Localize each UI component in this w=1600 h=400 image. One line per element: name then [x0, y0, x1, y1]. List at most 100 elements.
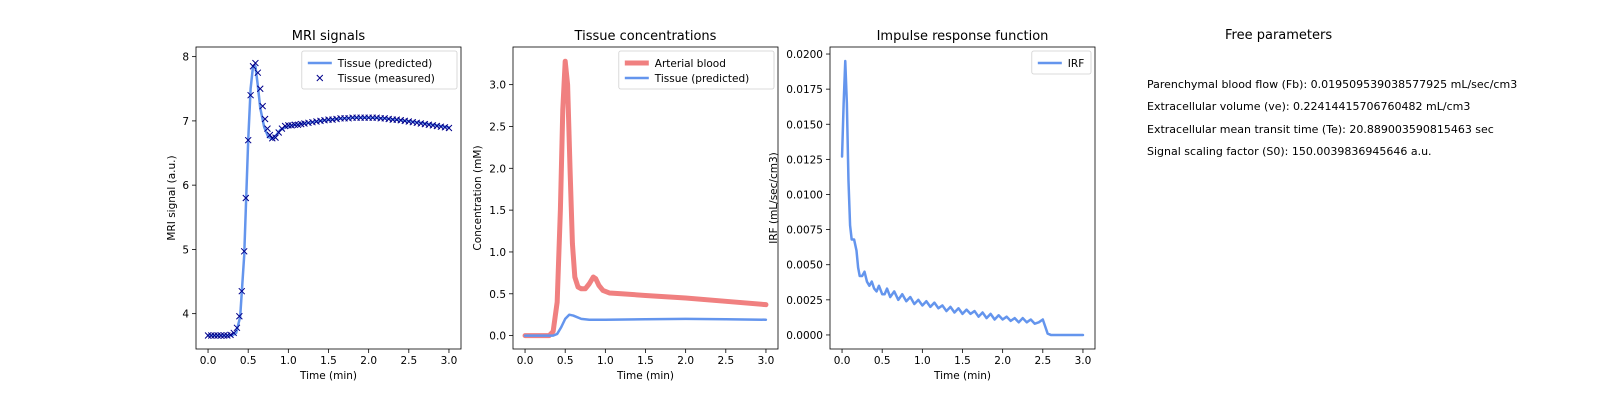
- panel2-ytick-label: 2.5: [489, 121, 506, 133]
- panel2-legend-label: Arterial blood: [655, 58, 726, 70]
- panel1-series-2-marker: [211, 332, 218, 339]
- panel2-xtick-label: 2.5: [717, 355, 734, 367]
- panel1-series-2-marker: [252, 59, 259, 67]
- param-blood-flow: Parenchymal blood flow (Fb): 0.019509539…: [1147, 78, 1518, 91]
- panel2-ytick-label: 0.0: [489, 331, 506, 343]
- panel2-ytick-label: 1.5: [489, 205, 506, 217]
- panel2-xtick-label: 0.0: [517, 355, 534, 367]
- panel2-xlabel: Time (min): [616, 370, 674, 382]
- panel3-frame: [829, 46, 1096, 350]
- panel1-series-2-marker: [291, 121, 299, 129]
- panel1-series-2-marker: [238, 287, 246, 295]
- panel3-ytick-label: 0.0075: [786, 225, 823, 237]
- param-extracellular-volume: Extracellular volume (ve): 0.22414415706…: [1147, 100, 1471, 114]
- panel3-xtick-label: 0.0: [834, 355, 851, 367]
- panel1-series-2-marker: [261, 115, 269, 123]
- panel3-xtick-label: 3.0: [1075, 355, 1092, 367]
- panel2-xtick-label: 3.0: [758, 355, 775, 367]
- panel1-series-1-line: [206, 65, 451, 337]
- panel2-xtick-label: 1.0: [597, 355, 614, 367]
- panel1-title: MRI signals: [292, 29, 366, 44]
- free-parameters-list: Parenchymal blood flow (Fb): 0.019509539…: [1147, 74, 1517, 163]
- panel1-xtick-label: 2.5: [400, 355, 417, 367]
- panel1-series-2-marker: [214, 332, 222, 339]
- panel3-ytick-label: 0.0100: [786, 189, 823, 201]
- panel1-series-2-marker: [204, 332, 212, 339]
- panel3-title: Impulse response function: [877, 29, 1049, 44]
- panel2-frame: [512, 46, 779, 350]
- panel1-series-2-marker: [266, 131, 274, 139]
- panel3-xtick-label: 1.5: [954, 355, 971, 367]
- panel1-xtick-label: 3.0: [441, 355, 458, 367]
- panel3-xlabel: Time (min): [933, 370, 991, 382]
- panel1-frame: [195, 46, 462, 350]
- panel3-ytick-label: 0.0025: [786, 295, 823, 307]
- panel1-series-2-marker: [445, 124, 453, 132]
- panel1-series-2-marker: [217, 332, 225, 339]
- panel1-legend-box: [301, 50, 458, 90]
- panel1-xtick-label: 0.0: [200, 355, 217, 367]
- panel3-ytick-label: 0.0200: [786, 49, 823, 61]
- panel1-series-2-marker: [249, 62, 257, 70]
- panel1-series-2-marker: [242, 194, 250, 202]
- param-transit-time: Extracellular mean transit time (Te): 20…: [1147, 122, 1494, 136]
- panel1-xtick-label: 1.5: [320, 355, 337, 367]
- panel2-legend-box: [618, 50, 775, 90]
- panel1-legend-label: Tissue (measured): [337, 73, 435, 85]
- panel3-ylabel: IRF (mL/sec/cm3): [768, 152, 780, 244]
- panel1-series-2-marker: [207, 332, 215, 339]
- panel2-ytick-label: 3.0: [489, 80, 506, 92]
- panel2-title: Tissue concentrations: [574, 29, 717, 44]
- panel1-legend-label: Tissue (predicted): [337, 58, 432, 70]
- panel1-series-2-marker: [256, 85, 264, 93]
- panel1-ylabel: MRI signal (a.u.): [166, 155, 178, 240]
- panel1-series-2-marker: [284, 122, 292, 129]
- panel3-ytick-label: 0.0000: [786, 330, 823, 342]
- panel3-ytick-label: 0.0125: [786, 154, 823, 166]
- panel1-series-2-marker: [233, 324, 241, 332]
- panel1-series-2-marker: [272, 134, 279, 141]
- panel1-legend-marker: [316, 74, 324, 82]
- panel2-ylabel: Concentration (mM): [472, 145, 484, 250]
- panel1-series-2-marker: [236, 312, 243, 320]
- panel1-xtick-label: 0.5: [240, 355, 257, 367]
- panel1-ytick-label: 8: [182, 52, 189, 64]
- param-scaling-factor: Signal scaling factor (S0): 150.00398369…: [1147, 144, 1432, 158]
- panel1-series-2-marker: [247, 91, 254, 99]
- free-parameters-title: Free parameters: [1225, 28, 1333, 43]
- panel3-xtick-label: 2.5: [1034, 355, 1051, 367]
- panel1-series-2-marker: [264, 125, 271, 132]
- panel1-series-2-marker: [227, 331, 234, 339]
- panel3-xtick-label: 2.0: [994, 355, 1011, 367]
- panel3-xtick-label: 0.5: [874, 355, 891, 367]
- panel1-series-2-marker: [240, 247, 248, 255]
- panel1-xtick-label: 2.0: [360, 355, 377, 367]
- panel3-ytick-label: 0.0050: [786, 260, 823, 272]
- panel1-xlabel: Time (min): [299, 370, 357, 382]
- panel1-ytick-label: 4: [182, 309, 189, 321]
- panel2-series-1-line: [522, 58, 769, 339]
- panel1-ytick-label: 6: [182, 180, 189, 192]
- panel2-series-2-line: [523, 313, 768, 337]
- panel3-xtick-label: 1.0: [914, 355, 931, 367]
- panel2-xtick-label: 0.5: [557, 355, 574, 367]
- panel2-xtick-label: 1.5: [637, 355, 654, 367]
- panel1-series-2-marker: [254, 69, 262, 77]
- panel2-ytick-label: 2.0: [489, 163, 506, 175]
- panel2-xtick-label: 2.0: [677, 355, 694, 367]
- panel1-series-2-marker: [220, 332, 228, 339]
- panel1-series-2-marker: [230, 329, 238, 337]
- panel2-legend-label: Tissue (predicted): [654, 73, 749, 85]
- panel2-ytick-label: 1.0: [489, 247, 506, 259]
- panel2-ytick-label: 0.5: [489, 289, 506, 301]
- panel3-series-1-line: [840, 59, 1085, 337]
- panel3-legend-label: IRF: [1068, 58, 1084, 70]
- panel1-ytick-label: 7: [182, 116, 189, 128]
- panel1-ytick-label: 5: [182, 244, 189, 256]
- panel3-ytick-label: 0.0175: [786, 84, 823, 96]
- panel3-ytick-label: 0.0150: [786, 119, 823, 131]
- panel1-series-2-marker: [244, 136, 252, 144]
- panel1-xtick-label: 1.0: [280, 355, 297, 367]
- panel1-series-2-marker: [259, 102, 267, 110]
